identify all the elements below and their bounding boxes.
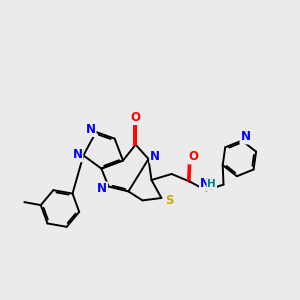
Text: N: N	[241, 130, 250, 143]
Text: N: N	[200, 177, 210, 190]
Text: O: O	[188, 150, 199, 164]
Text: N: N	[97, 182, 107, 196]
Text: H: H	[207, 179, 216, 189]
Text: N: N	[150, 149, 160, 163]
Text: N: N	[72, 148, 82, 161]
Text: O: O	[130, 111, 141, 124]
Text: S: S	[165, 194, 173, 207]
Text: N: N	[85, 123, 96, 136]
